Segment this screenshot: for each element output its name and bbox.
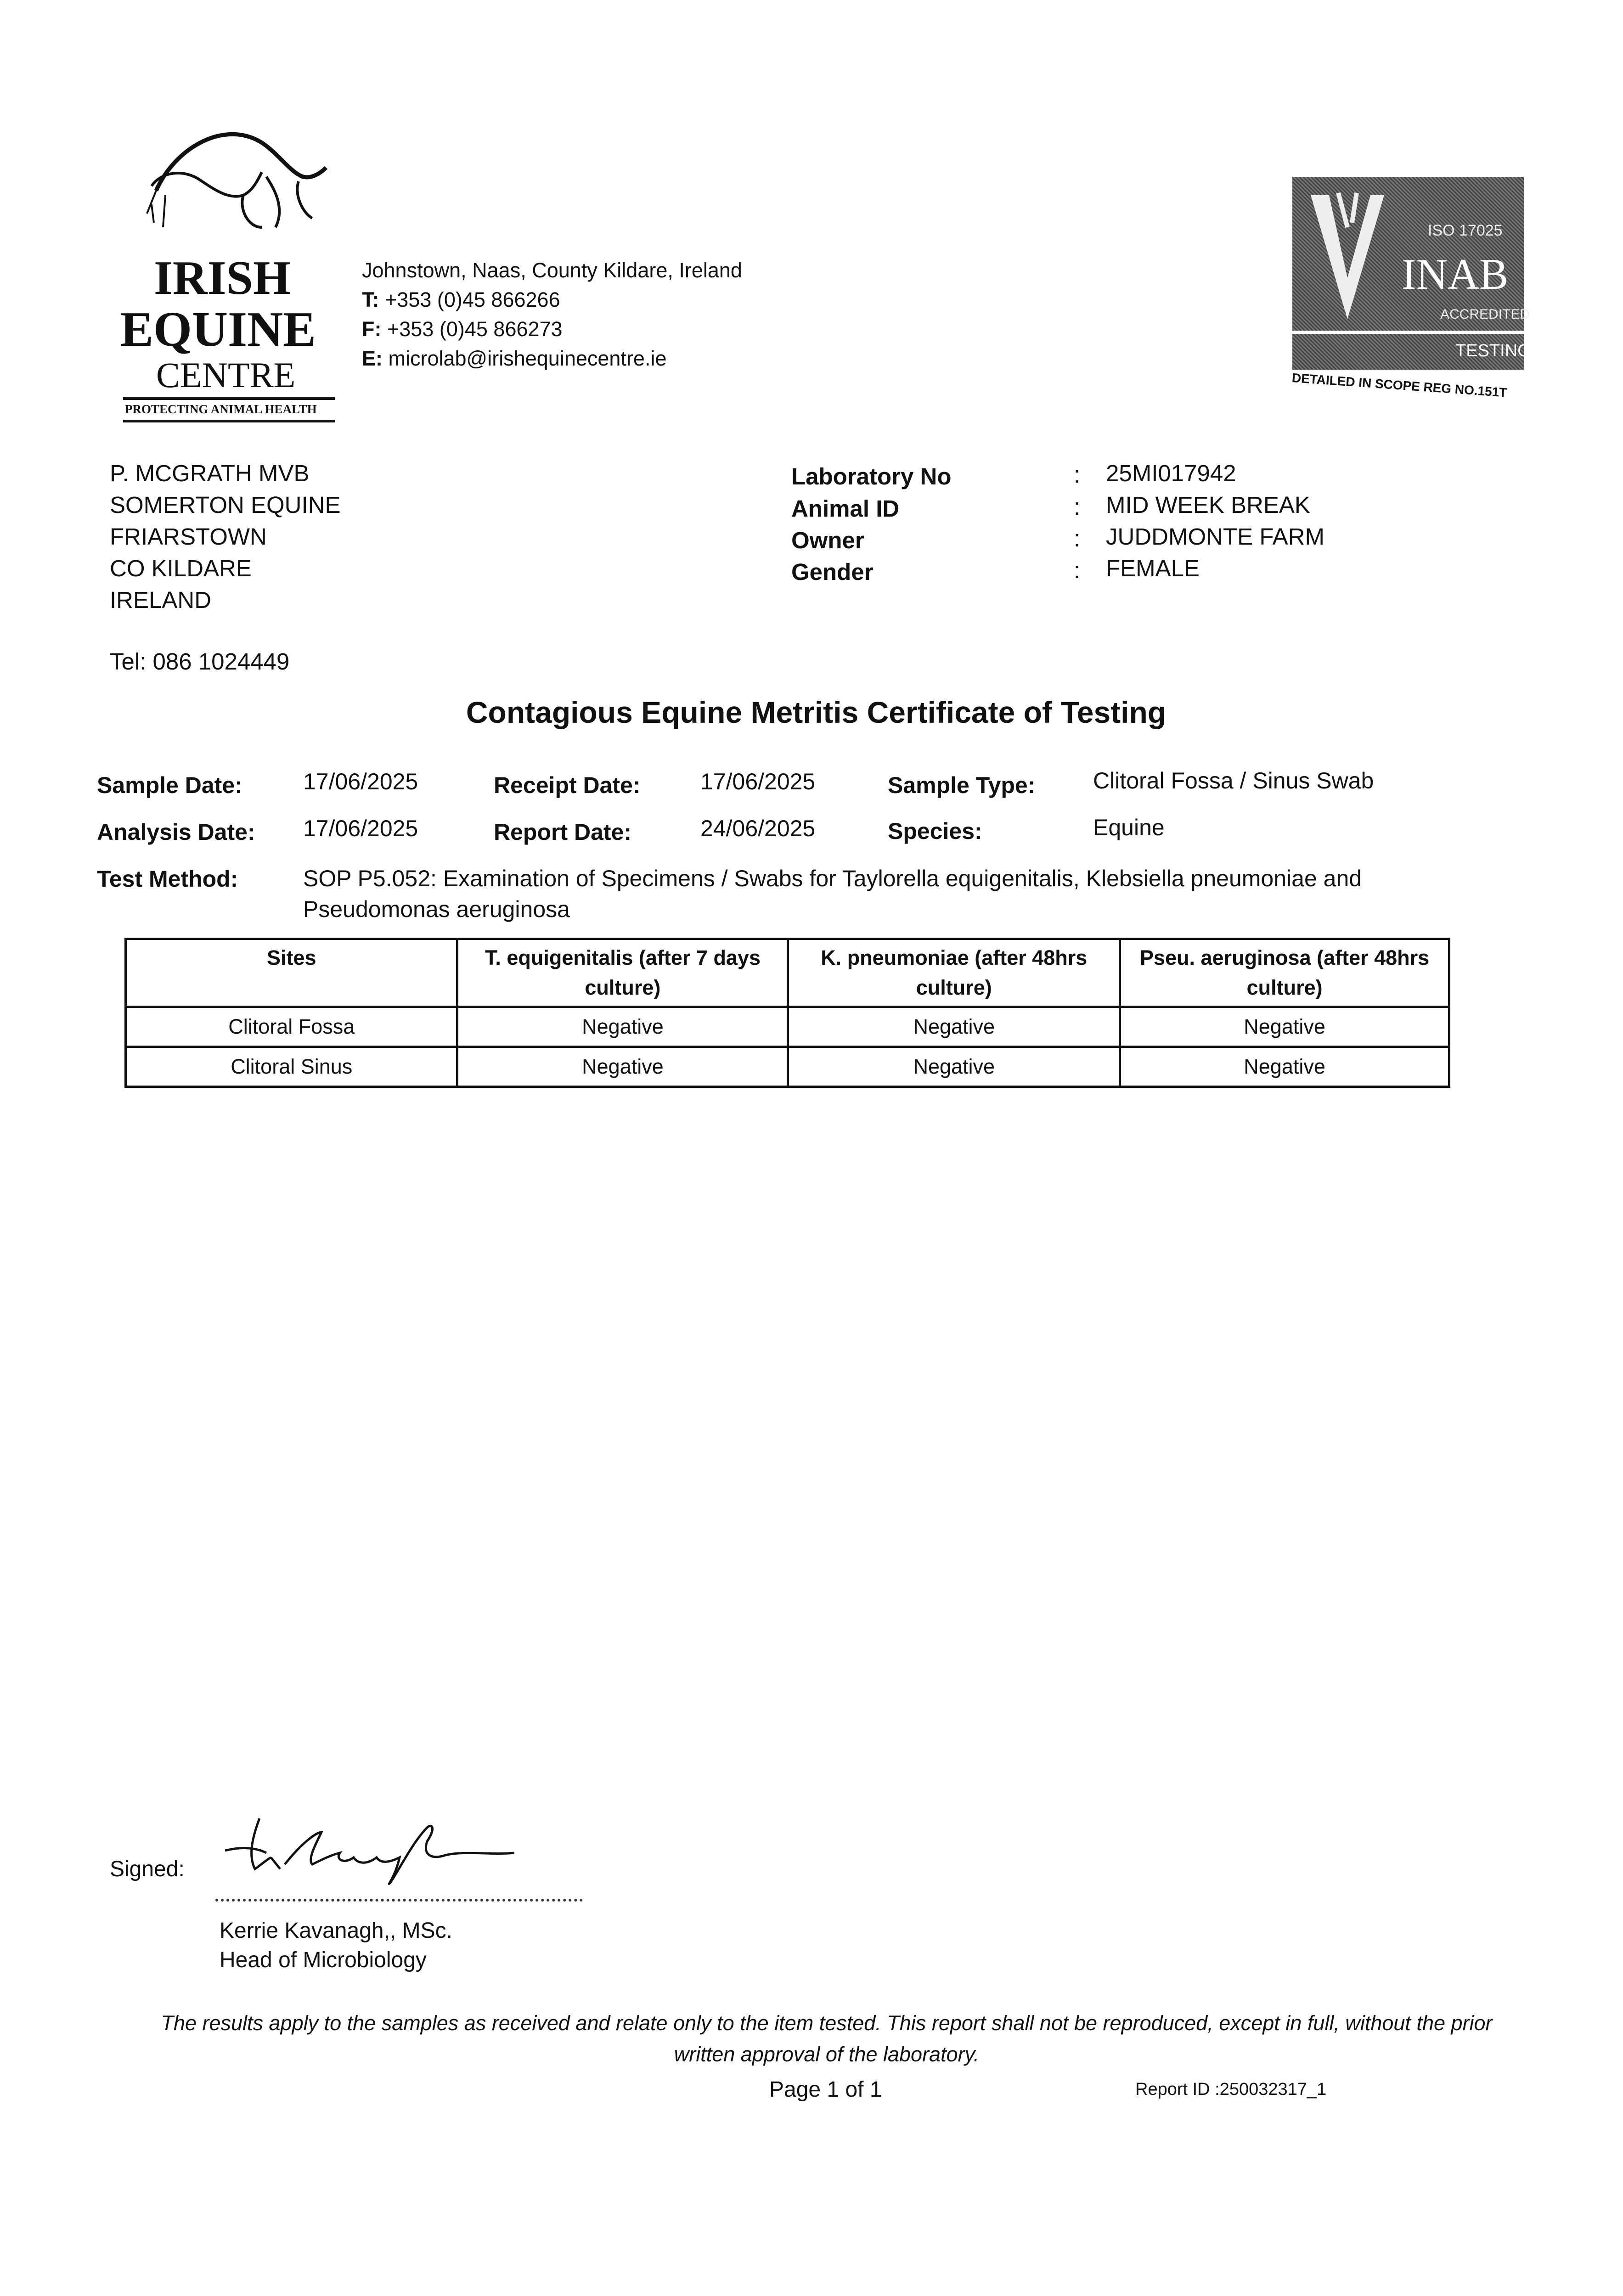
signature-line: [215, 1899, 583, 1902]
table-row: Clitoral Fossa Negative Negative Negativ…: [124, 1005, 1450, 1048]
inab-scope: DETAILED IN SCOPE REG NO.151T: [1291, 371, 1508, 400]
results-table: Sites T. equigenitalis (after 7 days cul…: [124, 938, 1450, 1088]
signed-label: Signed:: [110, 1857, 185, 1881]
test-method-label: Test Method:: [97, 866, 238, 892]
logo-text-equine: EQUINE: [120, 302, 316, 357]
lab-fax: F: +353 (0)45 866273: [362, 317, 563, 342]
table-header-row: Sites T. equigenitalis (after 7 days cul…: [124, 938, 1450, 1008]
fax-label: F:: [362, 317, 382, 341]
lab-phone: T: +353 (0)45 866266: [362, 287, 560, 312]
cell-result: Negative: [787, 1005, 1121, 1048]
fax-value: +353 (0)45 866273: [387, 317, 563, 341]
detail-label: Gender: [791, 559, 873, 585]
logo-tagline: PROTECTING ANIMAL HEALTH: [125, 402, 317, 416]
detail-value-lab-no: 25MI017942: [1106, 460, 1236, 486]
email-value: microlab@irishequinecentre.ie: [388, 347, 667, 370]
analysis-date-label: Analysis Date:: [97, 819, 255, 845]
handwritten-signature: [225, 1818, 515, 1885]
client-tel: Tel: 086 1024449: [110, 648, 290, 675]
cell-site: Clitoral Sinus: [124, 1045, 459, 1088]
certificate-title: Contagious Equine Metritis Certificate o…: [466, 695, 1167, 729]
detail-colon: :: [1074, 525, 1081, 551]
phone-label: T:: [362, 288, 379, 311]
inab-accredited: ACCREDITED: [1440, 307, 1530, 322]
lab-email: E: microlab@irishequinecentre.ie: [362, 346, 666, 371]
inab-accreditation-logo: ISO 17025 INAB ACCREDITED TESTING DETAIL…: [1291, 177, 1531, 400]
email-label: E:: [362, 347, 383, 370]
detail-colon: :: [1074, 494, 1081, 520]
detail-label: Animal ID: [791, 495, 900, 522]
logo-divider: [123, 397, 335, 400]
page-number: Page 1 of 1: [769, 2077, 882, 2102]
cell-result: Negative: [787, 1045, 1121, 1088]
disclaimer: The results apply to the samples as rece…: [161, 2011, 1493, 2066]
cell-result: Negative: [456, 1045, 789, 1088]
header-sites: Sites: [124, 938, 459, 1008]
table-row: Clitoral Sinus Negative Negative Negativ…: [124, 1045, 1450, 1088]
client-town: FRIARSTOWN: [110, 523, 267, 550]
header-k-pneumoniae: K. pneumoniae (after 48hrs culture): [787, 938, 1121, 1008]
receipt-date-label: Receipt Date:: [494, 772, 641, 798]
client-county: CO KILDARE: [110, 555, 252, 581]
signatory-name: Kerrie Kavanagh,, MSc.: [220, 1919, 452, 1943]
sample-type-value: Clitoral Fossa / Sinus Swab: [1093, 768, 1374, 793]
report-date-label: Report Date:: [494, 819, 632, 845]
logo-text-centre: CENTRE: [156, 355, 296, 395]
client-name: P. MCGRATH MVB: [110, 460, 310, 486]
signatory-role: Head of Microbiology: [220, 1948, 427, 1972]
header-t-equigenitalis: T. equigenitalis (after 7 days culture): [456, 938, 789, 1008]
cell-result: Negative: [456, 1005, 789, 1048]
inab-iso: ISO 17025: [1428, 222, 1503, 239]
inab-v-mark-icon: [1311, 192, 1384, 319]
sample-type-label: Sample Type:: [888, 772, 1036, 798]
header-p-aeruginosa: Pseu. aeruginosa (after 48hrs culture): [1119, 938, 1450, 1008]
inab-testing: TESTING: [1455, 341, 1531, 360]
logo-divider: [123, 420, 335, 422]
inab-brand: INAB: [1402, 250, 1509, 298]
sample-date-label: Sample Date:: [97, 772, 242, 798]
client-country: IRELAND: [110, 587, 212, 613]
detail-label: Laboratory No: [791, 463, 952, 490]
report-id: Report ID :250032317_1: [1135, 2080, 1327, 2099]
receipt-date-value: 17/06/2025: [700, 769, 816, 794]
phone-value: +353 (0)45 866266: [385, 288, 560, 311]
horse-logo-icon: [146, 132, 328, 229]
detail-colon: :: [1074, 461, 1081, 488]
sample-date-value: 17/06/2025: [303, 769, 418, 794]
cell-result: Negative: [1119, 1045, 1450, 1088]
detail-value-animal-id: MID WEEK BREAK: [1106, 492, 1310, 518]
species-label: Species:: [888, 818, 982, 844]
lab-address: Johnstown, Naas, County Kildare, Ireland: [362, 259, 742, 282]
detail-value-owner: JUDDMONTE FARM: [1106, 523, 1324, 550]
logo-text-irish: IRISH: [154, 251, 291, 304]
cell-site: Clitoral Fossa: [124, 1005, 459, 1048]
detail-colon: :: [1074, 557, 1081, 583]
detail-value-gender: FEMALE: [1106, 555, 1200, 581]
analysis-date-value: 17/06/2025: [303, 816, 418, 841]
client-practice: SOMERTON EQUINE: [110, 492, 341, 518]
report-date-value: 24/06/2025: [700, 816, 816, 841]
cell-result: Negative: [1119, 1005, 1450, 1048]
species-value: Equine: [1093, 815, 1165, 840]
test-method-value: SOP P5.052: Examination of Specimens / S…: [303, 866, 1362, 922]
detail-label: Owner: [791, 527, 864, 553]
